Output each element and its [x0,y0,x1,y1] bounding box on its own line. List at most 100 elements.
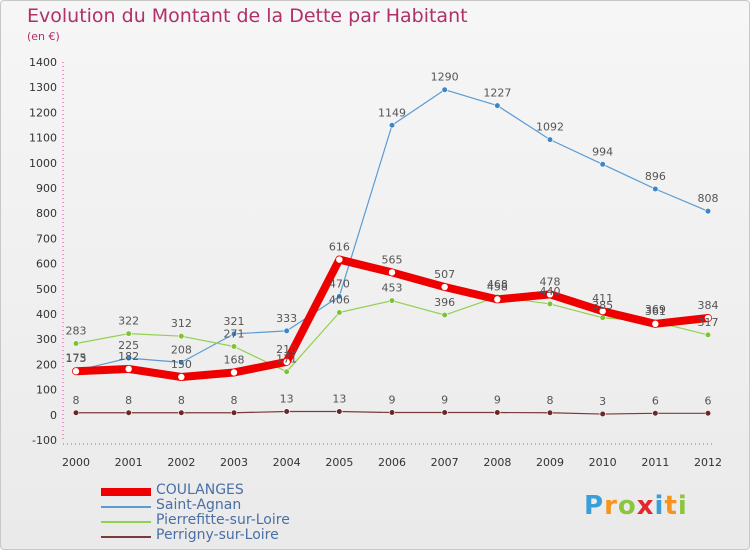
data-point [388,409,396,416]
data-label: 208 [171,343,192,356]
data-label: 271 [224,328,245,341]
data-point [599,161,606,168]
data-point [125,409,132,416]
y-tick-label: 0 [50,409,57,422]
logo-letter: P [584,491,605,521]
y-tick-label: 1000 [29,157,57,170]
data-label: 317 [698,316,719,329]
y-tick-label: 700 [36,232,57,245]
y-tick-label: 600 [36,258,57,271]
logo-letter: o [617,491,637,521]
x-tick-label: 2009 [536,456,564,469]
data-point [388,122,396,129]
data-point [178,359,185,366]
data-point [72,368,80,375]
data-point [178,409,185,416]
data-label: 369 [645,303,666,316]
y-tick-label: 900 [36,182,57,195]
data-point [230,330,238,338]
data-label: 6 [652,394,659,407]
data-point [599,314,606,321]
data-label: 8 [231,394,238,407]
data-label: 8 [547,394,554,407]
data-point [230,409,238,416]
data-label: 385 [592,299,613,312]
data-point [178,333,185,340]
logo-letter: r [604,491,618,521]
data-label: 210 [276,343,297,356]
data-point [441,283,448,291]
legend-label: COULANGES [156,482,244,498]
logo-letter: x [636,491,655,521]
data-point [704,410,712,417]
y-tick-label: 1400 [29,56,57,69]
data-label: 994 [592,145,613,158]
data-point [178,373,185,381]
data-point [283,408,290,415]
data-point [230,369,238,376]
data-point [652,320,659,328]
x-tick-label: 2007 [431,456,459,469]
y-tick-label: 1100 [29,132,57,145]
data-label: 283 [66,324,87,337]
chart-title: Evolution du Montant de la Dette par Hab… [27,5,468,27]
data-point [599,308,606,315]
data-label: 6 [705,394,712,407]
y-tick-label: 300 [36,333,57,346]
data-label: 182 [118,350,139,363]
data-label: 1092 [536,121,564,134]
data-label: 9 [389,394,396,407]
data-label: 470 [329,277,350,290]
data-point [283,368,290,375]
x-tick-label: 2005 [325,456,353,469]
data-point [441,311,448,319]
x-tick-label: 2003 [220,456,248,469]
data-point [72,409,80,416]
data-label: 173 [66,352,87,365]
y-tick-label: -100 [32,434,57,447]
legend-swatch [101,488,151,496]
data-point [283,327,290,334]
data-point [125,355,132,362]
x-tick-label: 2011 [641,456,669,469]
y-tick-label: 400 [36,308,57,321]
legend-label: Pierrefitte-sur-Loire [156,512,290,528]
chart-unit: (en €) [27,30,60,43]
data-point [441,409,448,416]
data-point [336,309,343,316]
y-tick-label: 100 [36,384,57,397]
data-label: 1227 [483,87,511,100]
data-point [388,269,396,276]
data-point [546,300,554,308]
y-tick-label: 500 [36,283,57,296]
data-label: 1149 [378,106,406,119]
data-point [704,314,712,322]
data-label: 171 [276,353,297,366]
data-point [599,410,606,418]
legend-swatch [101,536,151,538]
y-tick-label: 800 [36,207,57,220]
data-label: 616 [329,241,350,254]
data-label: 312 [171,317,192,330]
data-label: 808 [698,192,719,205]
logo-letter: i [654,491,665,521]
legend-label: Perrigny-sur-Loire [156,527,279,543]
data-point [704,208,712,215]
data-label: 468 [487,278,508,291]
data-point [652,410,659,417]
data-point [546,291,554,298]
data-label: 507 [434,268,455,281]
data-label: 8 [178,394,185,407]
data-label: 1290 [431,71,459,84]
y-tick-label: 1200 [29,106,57,119]
logo-letter: i [677,491,688,521]
data-point [336,256,343,263]
x-tick-label: 2002 [167,456,195,469]
data-label: 8 [125,394,132,407]
data-label: 225 [118,339,139,352]
x-tick-label: 2000 [62,456,90,469]
x-tick-label: 2004 [273,456,301,469]
data-label: 150 [171,358,192,371]
data-label: 896 [645,170,666,183]
